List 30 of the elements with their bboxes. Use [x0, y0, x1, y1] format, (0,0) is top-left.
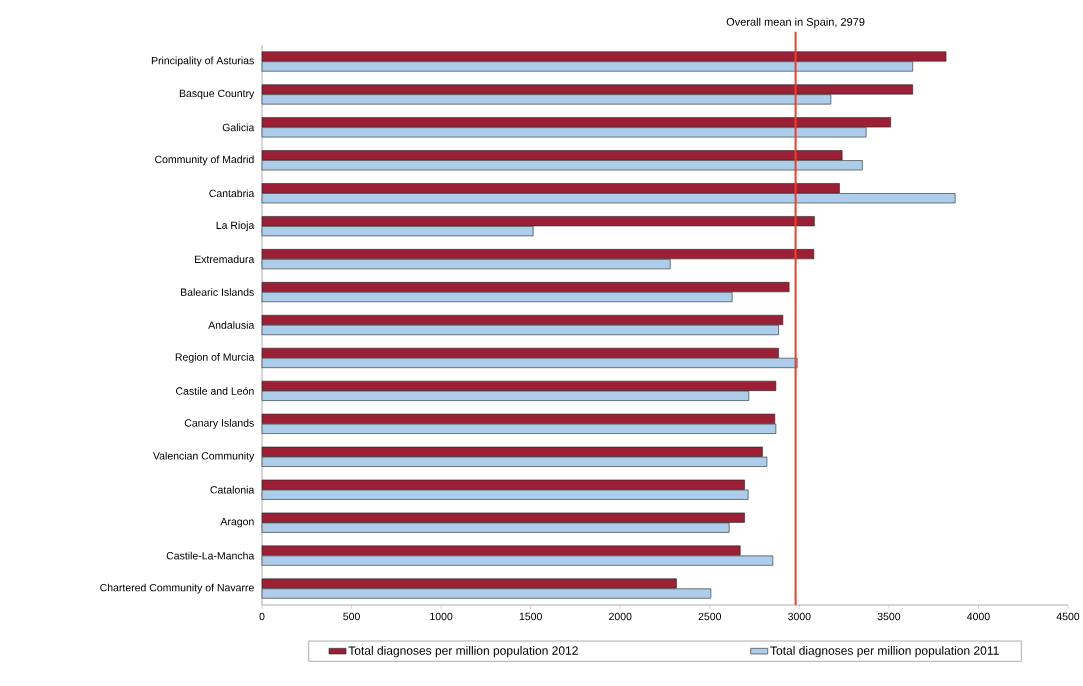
x-tick-label: 3000: [788, 612, 811, 621]
y-tick-label: Catalonia: [210, 485, 255, 494]
y-tick-label: Extremadura: [195, 255, 255, 263]
x-tick-label: 4000: [967, 612, 990, 621]
y-tick-label: Galicia: [222, 123, 255, 132]
legend-label: Total diagnoses per million population 2011: [770, 646, 999, 658]
y-tick-label: Community of Madrid: [155, 155, 254, 166]
y-tick-label: Balearic Islands: [181, 288, 254, 296]
x-tick-label: 3500: [877, 612, 901, 621]
ref-line-label: Overall mean in Spain, 2979: [726, 17, 865, 28]
y-tick-label: Canary Islands: [184, 418, 254, 429]
x-tick-label: 1500: [519, 612, 542, 621]
x-tick-label: 2000: [609, 612, 632, 621]
y-tick-label: Principality of Asturias: [151, 56, 254, 67]
y-tick-label: Region of Murcia: [175, 353, 255, 363]
x-tick-label: 1000: [430, 612, 453, 621]
y-tick-label: Aragon: [220, 517, 254, 528]
x-tick-label: 4500: [1056, 612, 1080, 621]
x-tick-label: 0: [259, 612, 265, 621]
y-tick-label: Andalusia: [208, 321, 255, 329]
x-tick-label: 2500: [698, 612, 722, 621]
y-tick-label: Valencian Community: [153, 451, 255, 462]
y-tick-label: Cantabria: [209, 189, 255, 198]
x-tick-label: 500: [343, 612, 360, 621]
legend-label: Total diagnoses per million population 2012: [348, 646, 578, 658]
y-tick-label: La Rioja: [216, 221, 255, 232]
y-tick-label: Castile-La-Mancha: [166, 551, 255, 560]
y-tick-label: Chartered Community of Navarre: [100, 583, 254, 594]
y-tick-label: Basque Country: [179, 89, 255, 100]
y-tick-label: Castile and León: [176, 386, 254, 395]
